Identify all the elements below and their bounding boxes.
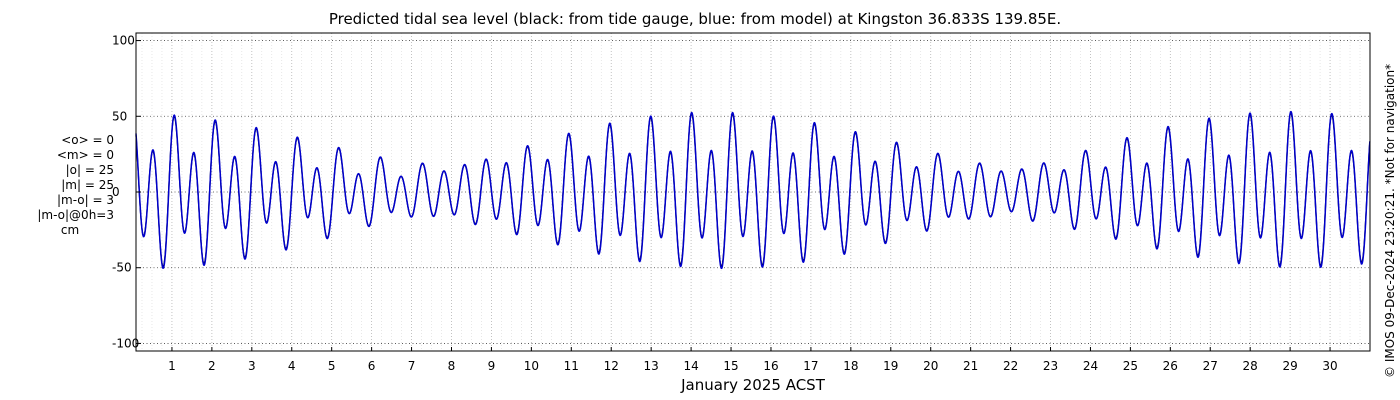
stat-mean-model: <m> = 0 — [56, 148, 114, 162]
x-axis-label: January 2025 ACST — [681, 376, 825, 394]
statistics-panel: <o> = 0 <m> = 0 |o| = 25 |m| = 25 |m-o| … — [14, 133, 114, 238]
x-tick-label: 27 — [1203, 359, 1218, 373]
x-tick-label: 1 — [168, 359, 176, 373]
x-tick-label: 18 — [843, 359, 858, 373]
y-tick-label: -100 — [112, 336, 139, 350]
y-tick-label: 0 — [112, 185, 120, 199]
x-tick-label: 26 — [1163, 359, 1178, 373]
stat-abs-diff-0h: |m-o|@0h=3 — [37, 208, 114, 222]
x-tick-label: 30 — [1322, 359, 1337, 373]
y-tick-label: -50 — [112, 261, 132, 275]
x-tick-label: 28 — [1243, 359, 1258, 373]
x-tick-label: 17 — [803, 359, 818, 373]
x-tick-label: 5 — [328, 359, 336, 373]
stat-abs-diff: |m-o| = 3 — [57, 193, 114, 207]
x-tick-label: 24 — [1083, 359, 1098, 373]
x-tick-label: 9 — [488, 359, 496, 373]
series-layer — [135, 110, 1371, 270]
x-tick-labels: 1 2 3 4 5 6 7 8 9 10 11 12 13 14 15 16 17 18 19 20 21 22 23 24 2… — [168, 359, 1338, 373]
series-line-1 — [135, 110, 1371, 270]
x-tick-label: 8 — [448, 359, 456, 373]
chart-title: Predicted tidal sea level (black: from t… — [328, 10, 1062, 28]
y-tick-label: 50 — [112, 109, 127, 123]
x-tick-label: 25 — [1123, 359, 1138, 373]
x-tick-label: 3 — [248, 359, 256, 373]
stat-unit: cm — [60, 223, 80, 237]
x-tick-label: 13 — [644, 359, 659, 373]
stat-abs-model: |m| = 25 — [61, 178, 114, 192]
x-tick-label: 23 — [1043, 359, 1058, 373]
x-tick-label: 7 — [408, 359, 416, 373]
x-tick-label: 21 — [963, 359, 978, 373]
x-tick-label: 6 — [368, 359, 376, 373]
stat-abs-obs: |o| = 25 — [65, 163, 114, 177]
x-tick-label: 16 — [763, 359, 778, 373]
stat-mean-obs: <o> = 0 — [61, 133, 114, 147]
copyright-notice: © IMOS 09-Dec-2024 23:20:21. *Not for na… — [1383, 63, 1397, 378]
x-tick-label: 2 — [208, 359, 216, 373]
x-tick-label: 20 — [923, 359, 938, 373]
x-tick-label: 15 — [723, 359, 738, 373]
x-tick-label: 10 — [524, 359, 539, 373]
y-tick-labels: 100 50 0 -50 -100 — [112, 34, 139, 351]
y-tick-label: 100 — [112, 34, 135, 48]
x-tick-label: 29 — [1282, 359, 1297, 373]
x-tick-label: 4 — [288, 359, 296, 373]
x-tick-label: 14 — [683, 359, 698, 373]
x-tick-label: 19 — [883, 359, 898, 373]
axes — [135, 32, 1371, 352]
x-tick-label: 12 — [604, 359, 619, 373]
x-tick-label: 22 — [1003, 359, 1018, 373]
x-tick-label: 11 — [564, 359, 579, 373]
